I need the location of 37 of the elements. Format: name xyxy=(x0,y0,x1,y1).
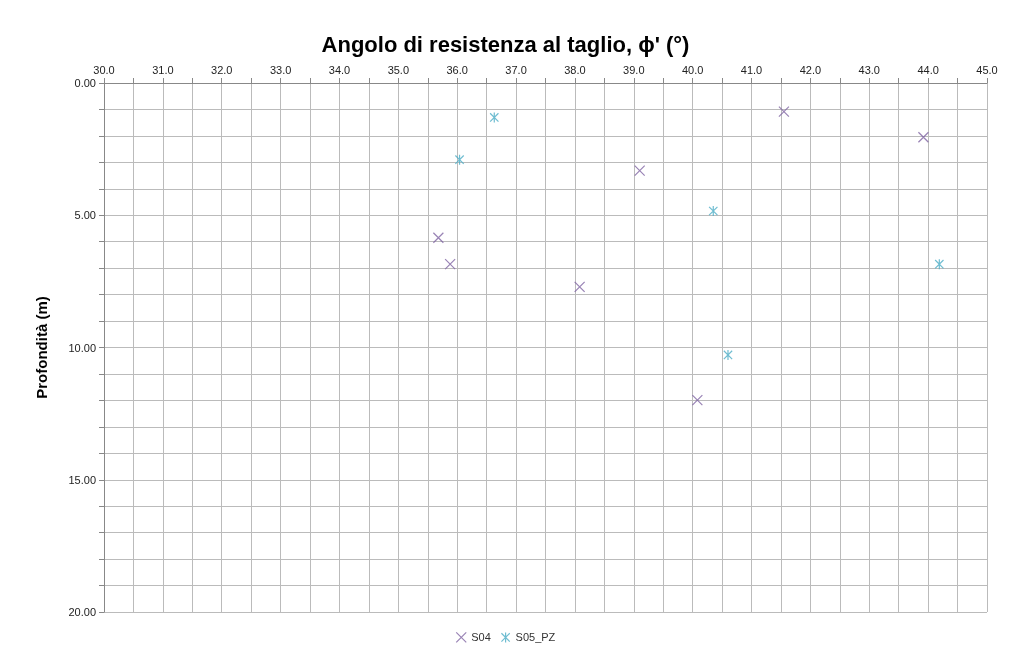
y-tick-label: 15.00 xyxy=(68,473,96,486)
point xyxy=(454,154,465,166)
x-tick-label: 43.0 xyxy=(858,63,880,76)
y-tick-label: 0.00 xyxy=(74,77,96,89)
x-tick-label: 37.0 xyxy=(505,63,527,76)
x-tick-label: 31.0 xyxy=(152,63,174,76)
point xyxy=(708,205,719,217)
x-tick-label: 38.0 xyxy=(564,63,586,76)
x-tick-label: 36.0 xyxy=(446,63,468,76)
point xyxy=(444,258,456,270)
x-tick-label: 39.0 xyxy=(623,63,645,76)
legend-label: S05_PZ xyxy=(515,631,556,644)
point xyxy=(634,164,646,177)
x-tick-label: 32.0 xyxy=(211,63,233,76)
x-tick-label: 41.0 xyxy=(740,63,763,76)
point xyxy=(432,232,444,244)
point xyxy=(574,281,586,293)
point xyxy=(934,258,945,270)
point xyxy=(489,111,500,123)
point xyxy=(723,349,733,361)
y-tick-label: 20.00 xyxy=(68,606,96,618)
y-tick-label: 10.00 xyxy=(68,341,96,354)
legend-label: S04 xyxy=(471,631,491,644)
x-tick-label: 35.0 xyxy=(387,63,410,76)
chart-title: Angolo di resistenza al taglio, ϕ' (°) xyxy=(321,31,690,57)
point xyxy=(691,394,703,406)
x-tick-label: 44.0 xyxy=(917,63,939,76)
x-tick-label: 33.0 xyxy=(269,63,292,76)
x-tick-label: 34.0 xyxy=(328,63,351,76)
x-tick-label: 30.0 xyxy=(93,63,115,76)
y-tick-label: 5.00 xyxy=(74,209,96,222)
x-tick-label: 40.0 xyxy=(681,63,704,76)
x-tick-label: 45.0 xyxy=(976,63,998,76)
point xyxy=(778,105,790,118)
point xyxy=(917,131,930,143)
x-tick-label: 42.0 xyxy=(799,63,822,76)
y-axis-title: Profondità (m) xyxy=(33,296,50,399)
